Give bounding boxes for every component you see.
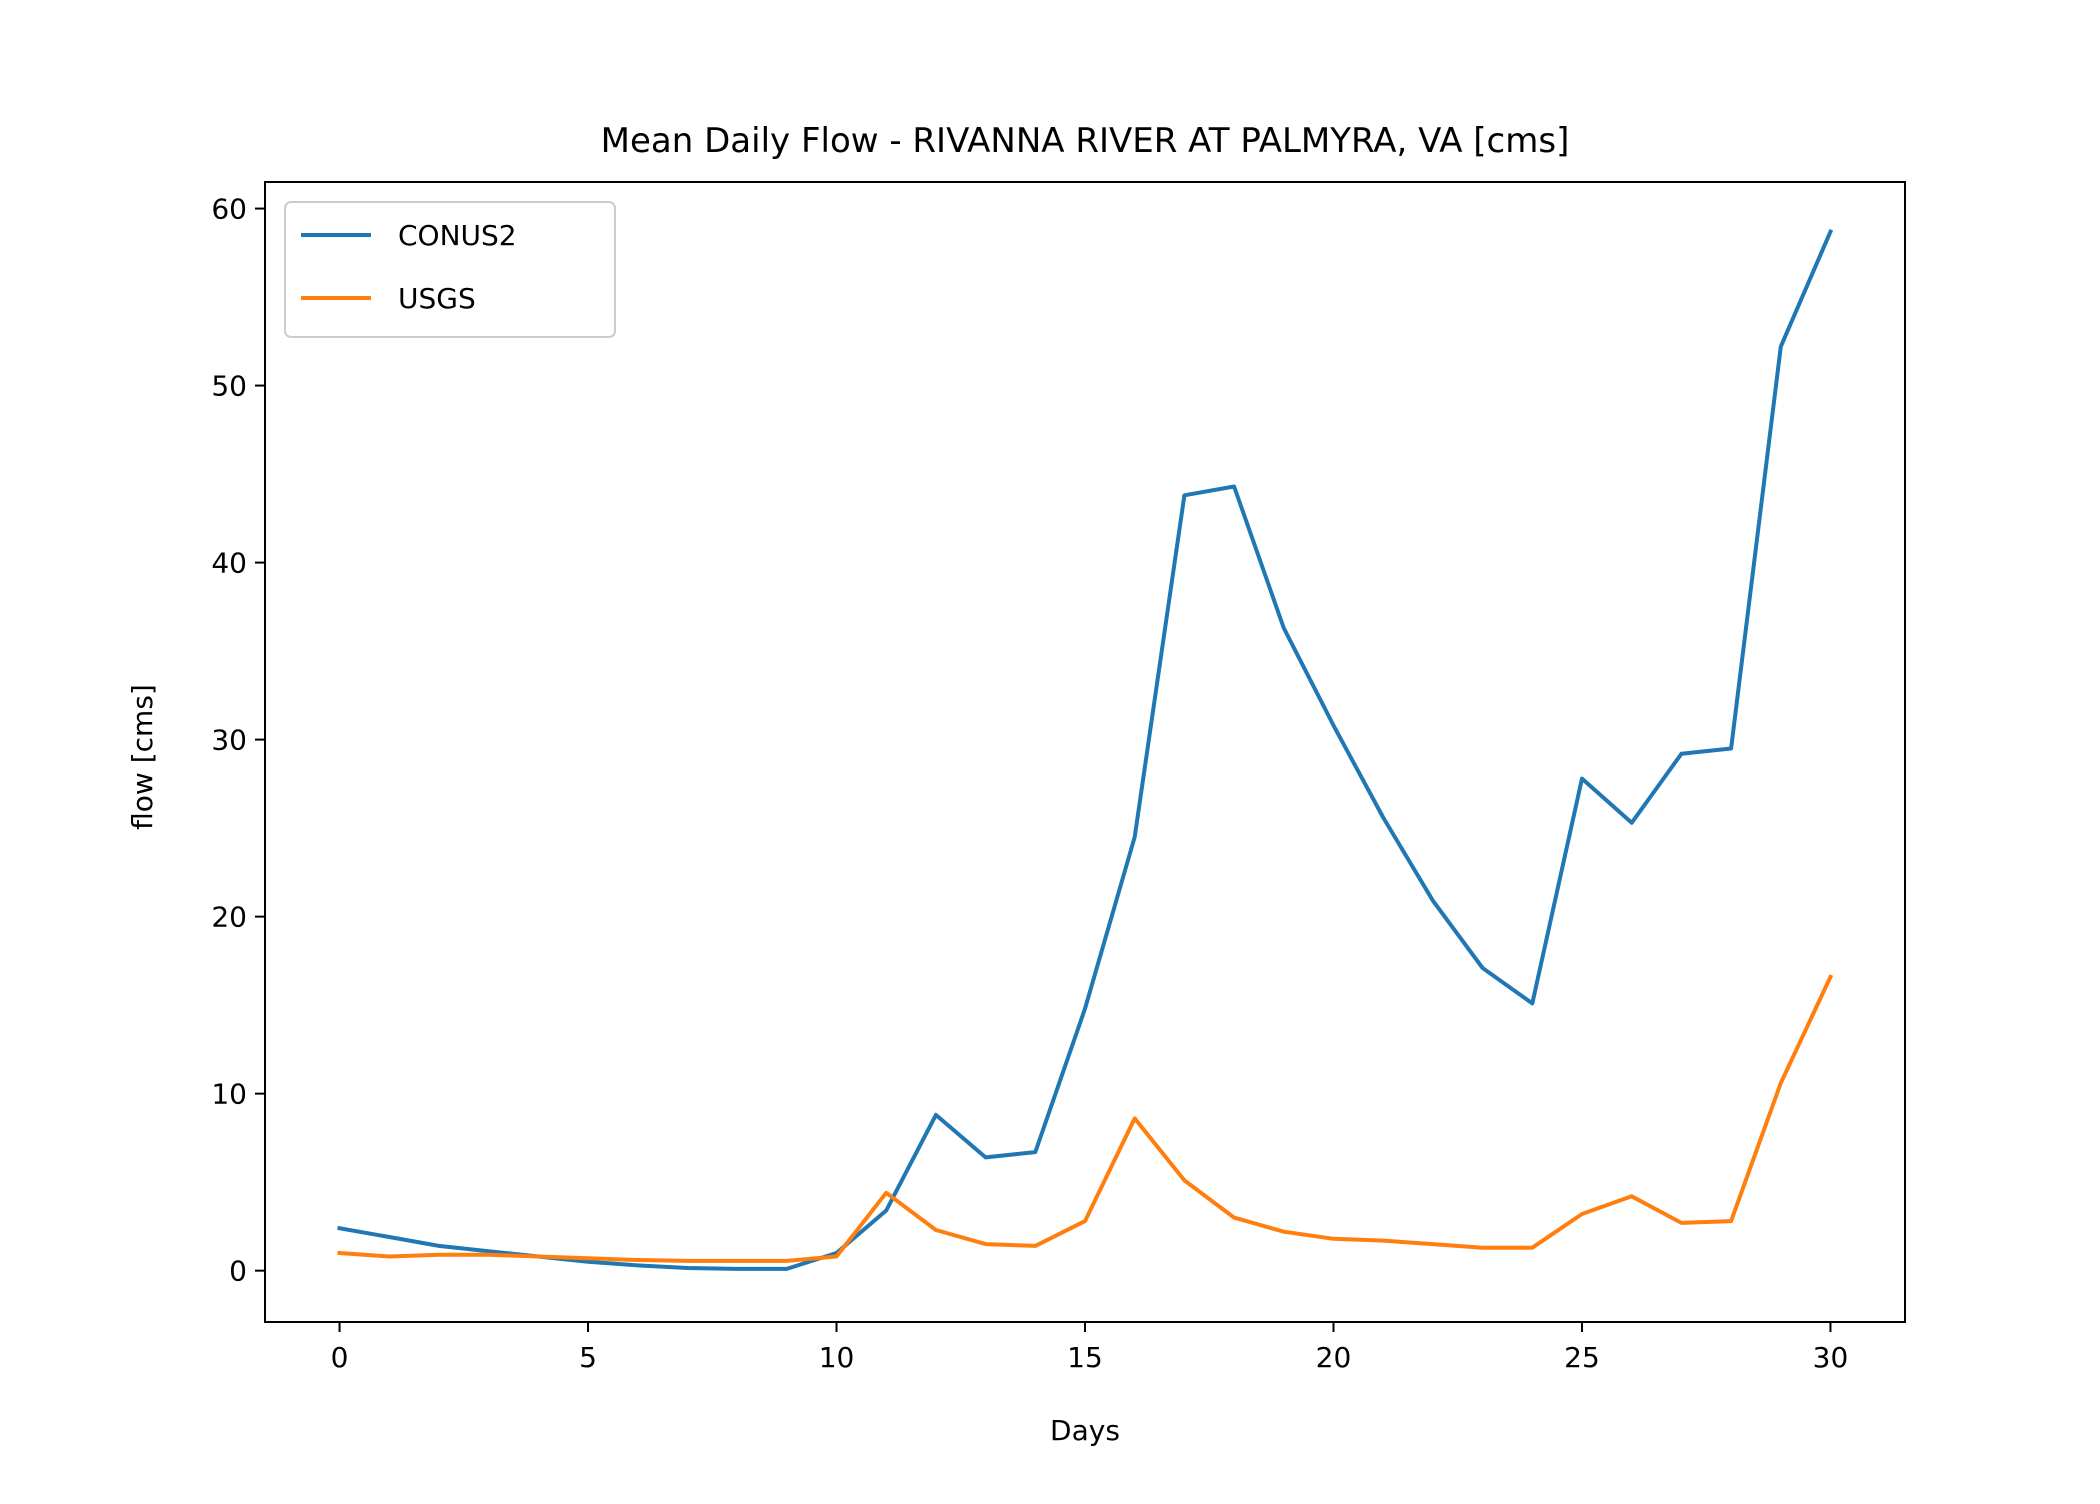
legend: CONUS2 USGS <box>284 201 616 338</box>
plot-area: 0 5 10 15 20 25 30 0 10 20 30 40 50 60 <box>211 181 1906 1374</box>
series-line-usgs <box>337 974 1834 1263</box>
x-tick-label: 5 <box>579 1341 597 1374</box>
x-tick-label: 25 <box>1564 1341 1600 1374</box>
x-axis-label: Days <box>1050 1414 1120 1447</box>
x-tick-label: 15 <box>1067 1341 1103 1374</box>
y-tick-label: 20 <box>211 901 247 934</box>
y-tick-label: 50 <box>211 370 247 403</box>
y-tick-label: 60 <box>211 193 247 226</box>
legend-label-usgs: USGS <box>398 282 476 315</box>
x-tick-label: 10 <box>819 1341 855 1374</box>
y-tick-label: 30 <box>211 724 247 757</box>
series-line-conus2 <box>337 228 1834 1271</box>
y-tick-label: 10 <box>211 1078 247 1111</box>
legend-label-conus2: CONUS2 <box>398 219 517 252</box>
x-tick-label: 30 <box>1813 1341 1849 1374</box>
y-tick-label: 0 <box>229 1255 247 1288</box>
y-axis-label: flow [cms] <box>126 684 159 830</box>
x-tick-label: 20 <box>1316 1341 1352 1374</box>
x-tick-label: 0 <box>331 1341 349 1374</box>
chart-title: Mean Daily Flow - RIVANNA RIVER AT PALMY… <box>601 121 1570 161</box>
y-tick-label: 40 <box>211 547 247 580</box>
